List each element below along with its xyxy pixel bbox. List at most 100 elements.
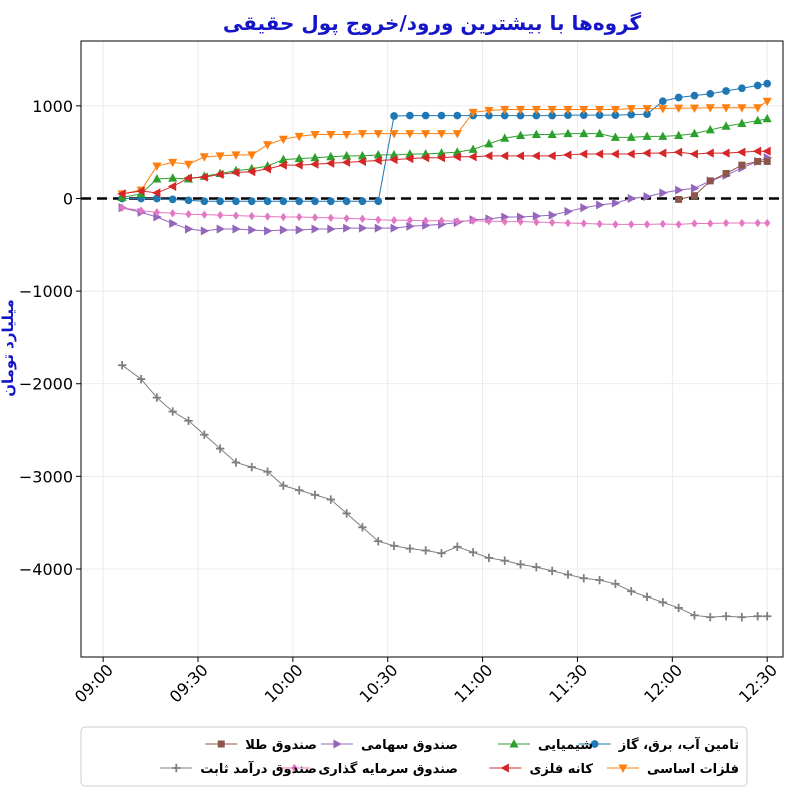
- data-point: [358, 223, 368, 233]
- data-point: [563, 128, 573, 138]
- data-point: [231, 458, 241, 467]
- data-point: [643, 220, 651, 229]
- chart-title: گروه‌ها با بیشترین ورود/خروج پول حقیقی: [223, 11, 642, 36]
- data-point: [532, 562, 541, 572]
- data-point: [515, 130, 526, 139]
- data-point: [643, 110, 651, 119]
- data-point: [753, 104, 763, 113]
- data-point: [374, 197, 383, 206]
- plot-frame: [80, 40, 784, 658]
- data-point: [468, 144, 478, 153]
- data-point: [168, 173, 178, 182]
- data-point: [248, 225, 257, 235]
- data-point: [342, 150, 352, 160]
- data-point: [374, 537, 383, 546]
- legend-marker: [590, 740, 599, 748]
- data-point: [232, 197, 240, 206]
- data-point: [736, 147, 746, 157]
- data-point: [248, 211, 255, 221]
- data-point: [547, 106, 557, 115]
- data-point: [547, 151, 556, 161]
- data-point: [705, 148, 714, 158]
- data-point: [406, 216, 414, 225]
- data-point: [168, 195, 177, 204]
- data-point: [279, 225, 289, 235]
- data-point: [501, 212, 510, 222]
- data-point: [626, 105, 636, 114]
- legend-label: صندوق طلا: [245, 738, 317, 753]
- data-point: [310, 152, 320, 162]
- data-point: [342, 131, 352, 140]
- data-point: [721, 148, 730, 158]
- data-point: [373, 150, 383, 159]
- data-point: [326, 131, 336, 140]
- legend-label: فلزات اساسی: [647, 762, 739, 777]
- data-point: [215, 152, 225, 161]
- data-point: [762, 612, 772, 621]
- y-tick-label: 0: [63, 189, 73, 208]
- data-point: [675, 220, 682, 229]
- data-point: [706, 177, 714, 185]
- data-point: [454, 216, 461, 226]
- data-point: [169, 218, 178, 229]
- data-point: [437, 111, 446, 120]
- data-point: [215, 169, 224, 179]
- data-point: [343, 214, 350, 223]
- data-point: [468, 108, 478, 118]
- data-point: [280, 212, 287, 222]
- data-point: [628, 220, 635, 229]
- data-point: [117, 192, 127, 202]
- data-point: [136, 186, 145, 196]
- data-point: [705, 104, 715, 113]
- data-point: [531, 129, 541, 139]
- data-point: [296, 212, 303, 222]
- data-point: [721, 104, 731, 113]
- data-point: [564, 206, 573, 216]
- data-point: [627, 110, 636, 119]
- data-point: [499, 151, 509, 161]
- data-point: [642, 131, 652, 140]
- data-point: [310, 490, 320, 500]
- legend-marker: [500, 763, 509, 773]
- data-point: [199, 172, 208, 182]
- data-point: [531, 151, 540, 161]
- data-point: [642, 105, 652, 114]
- data-point: [117, 361, 127, 370]
- data-point: [373, 130, 383, 139]
- data-point: [674, 130, 684, 139]
- data-point: [326, 495, 336, 504]
- data-point: [279, 197, 288, 206]
- data-point: [168, 158, 178, 168]
- data-point: [389, 130, 399, 139]
- data-point: [706, 89, 715, 98]
- data-point: [516, 111, 525, 120]
- data-point: [484, 151, 493, 161]
- data-point: [152, 162, 162, 171]
- data-point: [563, 570, 573, 579]
- data-point: [200, 430, 209, 439]
- data-point: [548, 111, 557, 120]
- data-point: [753, 612, 762, 621]
- data-point: [706, 612, 715, 622]
- data-point: [657, 148, 667, 158]
- data-point: [247, 462, 256, 472]
- data-point: [420, 153, 430, 163]
- data-point: [484, 553, 494, 563]
- data-point: [310, 159, 319, 169]
- data-point: [564, 218, 572, 228]
- data-point: [185, 224, 194, 234]
- data-point: [659, 219, 666, 229]
- legend-marker: [217, 740, 225, 748]
- data-point: [406, 221, 415, 231]
- data-point: [531, 106, 541, 115]
- data-point: [763, 157, 771, 165]
- data-point: [658, 105, 668, 114]
- data-point: [737, 104, 747, 113]
- data-point: [279, 481, 288, 490]
- data-point: [294, 160, 303, 170]
- data-point: [264, 212, 271, 221]
- data-point: [754, 218, 761, 228]
- data-point: [673, 147, 683, 157]
- data-point: [533, 217, 540, 227]
